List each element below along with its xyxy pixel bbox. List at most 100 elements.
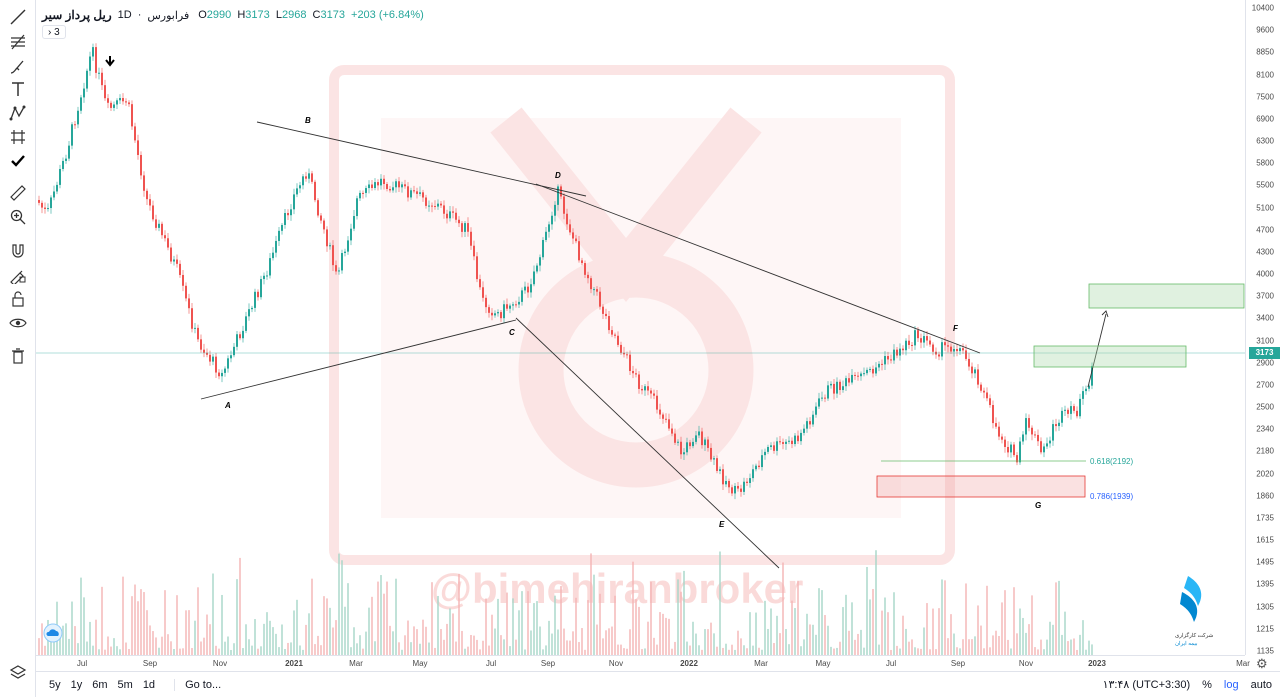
interval-label[interactable]: 1D	[117, 9, 132, 21]
candle-body	[515, 304, 517, 306]
volume-bar	[890, 649, 892, 655]
text-icon[interactable]	[6, 78, 30, 100]
clock-display[interactable]: ۱۳:۴۸ (UTC+3:30)	[1102, 679, 1191, 691]
volume-bar	[152, 631, 154, 655]
volume-bar	[200, 641, 202, 655]
trend-lines[interactable]	[200, 121, 1107, 569]
volume-bar	[854, 639, 856, 655]
volume-bar	[584, 649, 586, 655]
indicators-collapse-button[interactable]: › 3	[42, 25, 66, 39]
price-tick: 9600	[1256, 25, 1274, 35]
candle-body	[1049, 440, 1051, 444]
candle-body	[119, 98, 121, 101]
candle-body	[98, 72, 100, 74]
volume-bar	[497, 598, 499, 655]
volume-bar	[476, 639, 478, 655]
candle-body	[752, 469, 754, 479]
candle-body	[161, 223, 163, 236]
gear-icon[interactable]: ⚙	[1256, 656, 1268, 671]
volume-bar	[737, 630, 739, 655]
price-tick: 6300	[1256, 136, 1274, 146]
volume-bar	[38, 638, 40, 655]
percent-toggle[interactable]: %	[1202, 678, 1212, 691]
candle-body	[479, 279, 481, 288]
volume-bar	[326, 598, 328, 655]
candle-body	[788, 440, 790, 442]
candle-body	[1067, 409, 1069, 414]
support-zone[interactable]	[876, 475, 1086, 498]
magnet-icon[interactable]	[6, 240, 30, 262]
fib-618-label: 0.618(2192)	[1090, 457, 1133, 466]
chevron-right-icon: ›	[48, 27, 52, 38]
layers-icon[interactable]	[8, 663, 28, 683]
goto-button[interactable]: Go to...	[174, 678, 221, 691]
volume-bar	[1025, 632, 1027, 655]
price-tick: 2180	[1256, 446, 1274, 456]
prediction-icon[interactable]	[6, 126, 30, 148]
candle-body	[575, 238, 577, 242]
range-6m[interactable]: 6m	[92, 678, 108, 691]
volume-bar	[86, 641, 88, 655]
chart-pane[interactable]: @bimehiranbroker 0.618(2192) 0.786(193	[36, 0, 1245, 655]
candle-body	[224, 368, 226, 373]
volume-bar	[350, 647, 352, 655]
candle-body	[704, 439, 706, 446]
range-5m[interactable]: 5m	[117, 678, 133, 691]
volume-bar	[740, 638, 742, 655]
price-chart[interactable]: @bimehiranbroker 0.618(2192) 0.786(193	[36, 0, 1245, 655]
candle-body	[434, 205, 436, 207]
volume-bar	[557, 629, 559, 655]
lock-drawing-icon[interactable]	[6, 264, 30, 286]
fib-tool-icon[interactable]	[6, 31, 30, 53]
volume-bar	[758, 647, 760, 655]
volume-bar	[242, 648, 244, 655]
time-tick: Mar	[1236, 659, 1250, 668]
volume-bar	[383, 593, 385, 655]
volume-bar	[419, 643, 421, 655]
price-tick: 2020	[1256, 469, 1274, 479]
candle-body	[107, 98, 109, 103]
volume-bar	[104, 649, 106, 655]
volume-bar	[1001, 602, 1003, 655]
candle-body	[674, 433, 676, 443]
lock-icon[interactable]	[6, 288, 30, 310]
volume-bar	[998, 635, 1000, 655]
candle-body	[155, 219, 157, 228]
volume-bar	[749, 612, 751, 655]
eye-icon[interactable]	[6, 312, 30, 334]
volume-bar	[845, 594, 847, 655]
target-zone-upper[interactable]	[1088, 283, 1245, 309]
check-icon[interactable]	[6, 150, 30, 172]
log-toggle[interactable]: log	[1223, 678, 1239, 691]
candle-body	[959, 348, 961, 352]
volume-bar	[563, 628, 565, 655]
brush-icon[interactable]	[6, 55, 30, 77]
trend-line-icon[interactable]	[6, 6, 30, 28]
ruler-icon[interactable]	[6, 182, 30, 204]
range-5d[interactable]: 1d	[142, 678, 156, 691]
pattern-icon[interactable]	[6, 102, 30, 124]
volume-bar	[677, 579, 679, 655]
target-zone-lower[interactable]	[1033, 345, 1187, 368]
volume-bar	[638, 606, 640, 655]
candle-body	[647, 386, 649, 391]
cloud-icon[interactable]	[43, 623, 63, 643]
range-1y[interactable]: 1y	[70, 678, 83, 691]
price-tick: 1215	[1256, 624, 1274, 634]
candle-body	[968, 358, 970, 367]
svg-text:بیمه ایران: بیمه ایران	[1175, 640, 1198, 647]
time-axis[interactable]: Jul Sep Nov 2021 Mar May Jul Sep Nov 2022 Mar May Ju…	[36, 655, 1250, 671]
zoom-icon[interactable]	[6, 206, 30, 228]
candle-body	[791, 440, 793, 445]
candle-body	[824, 397, 826, 399]
range-5y[interactable]: 5y	[49, 678, 61, 691]
volume-bar	[485, 598, 487, 655]
candle-body	[53, 191, 55, 198]
price-axis[interactable]: 10400 9600 8850 8100 7500 6900 6300 5800 5500 510…	[1245, 0, 1280, 656]
candle-body	[851, 374, 853, 383]
candle-body	[443, 205, 445, 214]
volume-bar	[743, 645, 745, 655]
auto-toggle[interactable]: auto	[1250, 678, 1272, 691]
volume-bar	[533, 603, 535, 655]
trash-icon[interactable]	[6, 345, 30, 367]
